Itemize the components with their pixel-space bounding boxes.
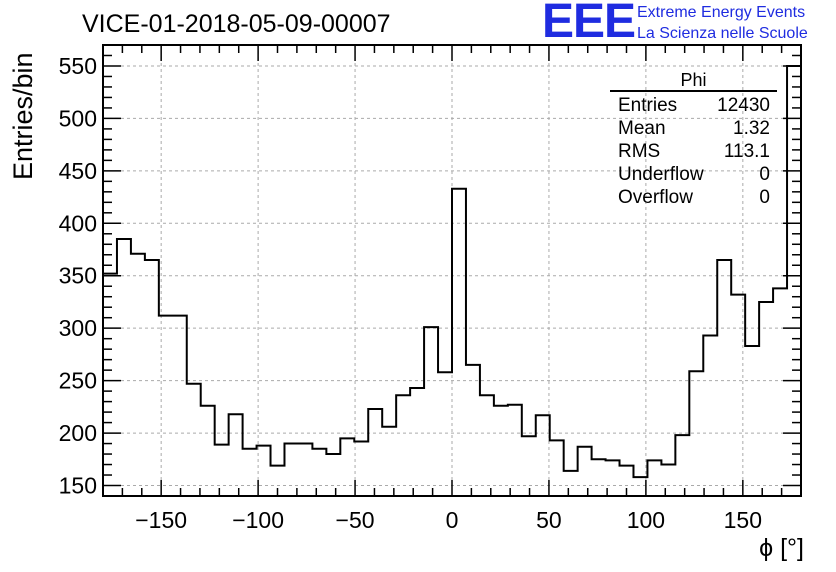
stats-row-entries: Entries 12430 (610, 94, 777, 117)
stats-label: Entries (618, 95, 678, 116)
stats-value: 0 (759, 187, 770, 208)
x-tick-label: −100 (232, 507, 284, 533)
stats-row-mean: Mean 1.32 (610, 117, 777, 140)
y-tick-label: 300 (59, 315, 97, 341)
x-tick-label: 150 (724, 507, 762, 533)
x-tick-label: 0 (446, 507, 459, 533)
stats-row-underflow: Underflow 0 (610, 163, 777, 186)
y-tick-label: 250 (59, 368, 97, 394)
x-tick-label: 50 (536, 507, 562, 533)
y-tick-label: 200 (59, 420, 97, 446)
stats-label: Overflow (618, 187, 693, 208)
chart-title: VICE-01-2018-05-09-00007 (82, 10, 391, 38)
stats-title: Phi (680, 70, 707, 90)
stats-value: 12430 (717, 95, 770, 116)
axis-ticks (102, 44, 802, 497)
y-tick-label: 550 (59, 53, 97, 79)
y-tick-label: 400 (59, 210, 97, 236)
y-tick-label: 500 (59, 105, 97, 131)
x-tick-label: −50 (336, 507, 375, 533)
eee-logo-mark: EEE (542, 0, 636, 48)
stats-label: Mean (618, 118, 666, 139)
stats-row-rms: RMS 113.1 (610, 140, 777, 163)
stats-box: Phi Entries 12430 Mean 1.32 RMS 113.1 Un… (610, 70, 777, 209)
y-tick-label: 150 (59, 473, 97, 499)
stats-row-overflow: Overflow 0 (610, 186, 777, 209)
axis-tick-labels: −150 −100 −50 0 50 100 150 150 200 250 300 350 400 45… (59, 53, 762, 533)
stats-value: 0 (759, 164, 770, 185)
x-tick-label: −150 (135, 507, 187, 533)
x-tick-label: 100 (627, 507, 665, 533)
y-tick-label: 450 (59, 158, 97, 184)
logo-line-2: La Scienza nelle Scuole (637, 25, 808, 42)
y-axis-label: Entries/bin (8, 52, 38, 180)
stats-divider (610, 90, 777, 92)
y-tick-label: 350 (59, 263, 97, 289)
stats-value: 113.1 (723, 141, 770, 162)
stats-label: Underflow (618, 164, 704, 185)
stats-label: RMS (618, 141, 661, 162)
stats-value: 1.32 (733, 118, 770, 139)
logo-line-1: Extreme Energy Events (637, 4, 806, 21)
histogram-outline (103, 64, 801, 479)
x-axis-label: ϕ [°] (759, 534, 804, 562)
